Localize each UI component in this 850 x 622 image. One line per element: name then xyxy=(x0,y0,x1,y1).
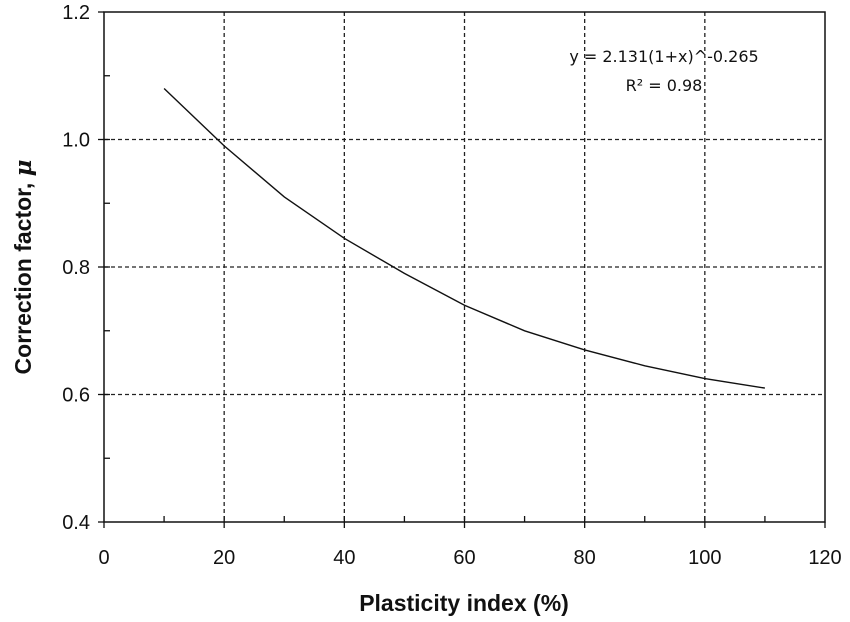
y-tick-label: 1.2 xyxy=(62,2,90,24)
y-tick-label: 0.6 xyxy=(62,385,90,407)
axis-ticks xyxy=(98,11,826,528)
x-tick-label: 60 xyxy=(453,547,475,569)
x-tick-label: 80 xyxy=(574,547,596,569)
y-tick-label: 0.4 xyxy=(62,512,90,534)
r-squared-annotation: R² = 0.98 xyxy=(626,76,703,95)
y-axis-title-text: Correction factor, xyxy=(10,176,36,374)
x-tick-labels: 0 20 40 60 80 100 120 xyxy=(98,547,841,569)
grid-lines xyxy=(104,12,825,522)
y-axis-title-symbol: μ xyxy=(10,160,37,177)
y-tick-labels: 0.4 0.6 0.8 1.0 1.2 xyxy=(62,2,90,534)
x-tick-label: 100 xyxy=(688,547,721,569)
curve-group xyxy=(163,87,766,389)
x-tick-label: 120 xyxy=(808,547,841,569)
equation-annotation: y = 2.131(1+x)^-0.265 xyxy=(569,47,758,66)
fitted-curve xyxy=(163,87,766,389)
x-axis-title: Plasticity index (%) xyxy=(359,590,569,616)
x-tick-label: 40 xyxy=(333,547,355,569)
y-tick-label: 1.0 xyxy=(62,130,90,152)
x-tick-label: 0 xyxy=(98,547,109,569)
x-tick-label: 20 xyxy=(213,547,235,569)
y-tick-label: 0.8 xyxy=(62,257,90,279)
y-axis-title: Correction factor, μ xyxy=(10,160,37,375)
